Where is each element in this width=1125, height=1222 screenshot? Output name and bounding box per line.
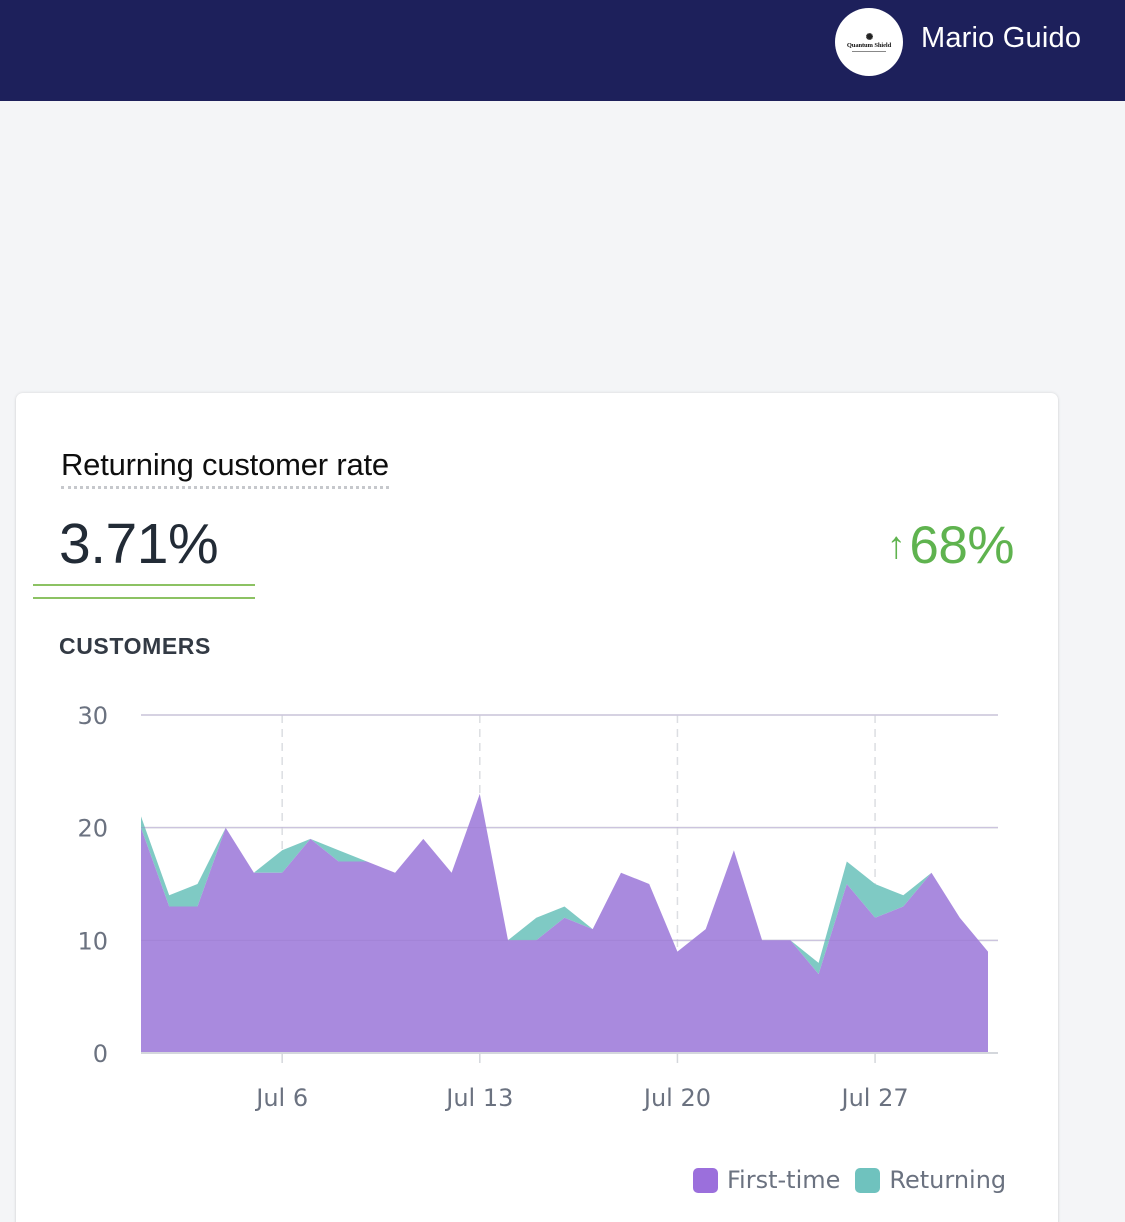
y-tick-label: 0 xyxy=(93,1040,108,1068)
legend-swatch-first-time xyxy=(693,1167,718,1193)
x-tick-label: Jul 20 xyxy=(642,1084,711,1112)
metric-underline-secondary xyxy=(33,597,255,599)
legend-label-returning: Returning xyxy=(889,1166,1007,1194)
delta-value: 68% xyxy=(909,516,1014,575)
metric-underline-primary xyxy=(33,584,255,586)
metric-value: 3.71% xyxy=(59,512,219,576)
x-tick-label: Jul 6 xyxy=(254,1084,308,1112)
top-navigation-bar: Quantum Shield Mario Guido xyxy=(0,0,1125,101)
card-title[interactable]: Returning customer rate xyxy=(61,446,389,489)
returning-customer-rate-card: Returning customer rate 3.71% ↑ 68% CUST… xyxy=(16,393,1058,1222)
area-layer xyxy=(141,714,998,1053)
legend-label-first-time: First-time xyxy=(727,1166,841,1194)
y-tick-label: 10 xyxy=(77,927,108,955)
chart-legend: First-time Returning xyxy=(693,1166,1006,1194)
logo-text: Quantum Shield xyxy=(846,41,892,49)
legend-item-returning[interactable]: Returning xyxy=(855,1166,1006,1194)
metric-delta: ↑ 68% xyxy=(886,515,1015,577)
legend-item-first-time[interactable]: First-time xyxy=(693,1166,840,1194)
customers-area-chart: 0 10 20 30 Jul 6 Jul 13 Jul 20 Jul 27 xyxy=(77,702,998,1112)
logo-tagline-line xyxy=(852,50,886,52)
y-tick-label: 30 xyxy=(77,702,108,730)
shield-logo-icon xyxy=(865,32,873,40)
x-tick-label: Jul 27 xyxy=(840,1084,909,1112)
area-first-time xyxy=(141,793,988,1053)
arrow-up-icon: ↑ xyxy=(886,525,906,567)
user-name[interactable]: Mario Guido xyxy=(921,22,1082,54)
chart-section-label: CUSTOMERS xyxy=(59,633,211,659)
legend-swatch-returning xyxy=(855,1167,881,1193)
company-logo-avatar[interactable]: Quantum Shield xyxy=(835,8,903,76)
x-tick-label: Jul 13 xyxy=(444,1084,513,1112)
y-tick-label: 20 xyxy=(77,815,108,843)
axis-layer: 0 10 20 30 Jul 6 Jul 13 Jul 20 Jul 27 xyxy=(77,702,998,1112)
